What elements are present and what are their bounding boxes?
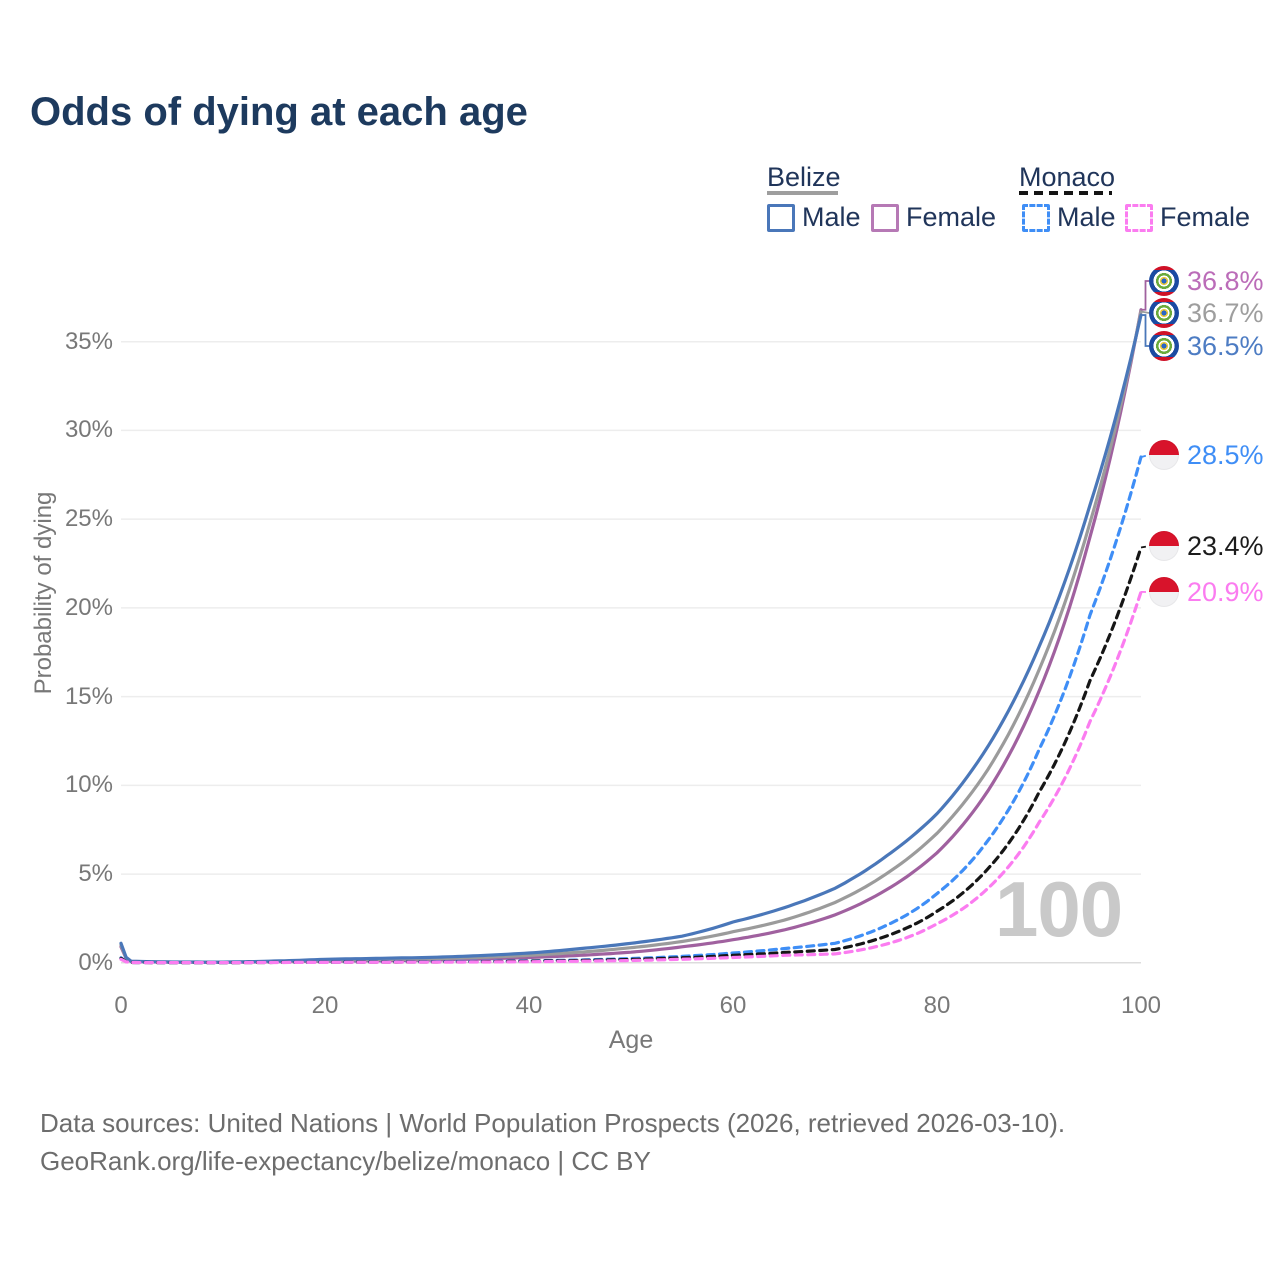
footer-attribution[interactable]: GeoRank.org/life-expectancy/belize/monac… (40, 1146, 651, 1176)
legend-item-monaco-male[interactable]: Male (1022, 202, 1116, 233)
legend-monaco-header[interactable]: Monaco (1019, 162, 1116, 192)
x-tick-20: 20 (311, 992, 339, 1019)
end-value-monaco-total: 23.4% (1187, 530, 1264, 561)
belize-male-swatch-icon (767, 203, 795, 232)
line-belize-total[interactable] (119, 309, 1143, 964)
end-value-belize-total: 36.7% (1187, 297, 1264, 328)
legend-belize-header[interactable]: Belize (767, 162, 841, 192)
belize-flag-icon (1149, 298, 1179, 328)
monaco-flag-icon (1149, 577, 1179, 607)
end-value-monaco-male: 28.5% (1187, 439, 1264, 470)
x-tick-80: 80 (923, 992, 951, 1019)
monaco-flag-icon (1149, 440, 1179, 470)
legend-label: Male (1057, 202, 1116, 232)
line-monaco-female[interactable] (119, 590, 1143, 965)
monaco-flag-icon (1149, 531, 1179, 561)
monaco-total-line-swatch (1019, 191, 1112, 195)
line-monaco-total[interactable] (119, 545, 1143, 965)
y-tick-20: 20% (64, 593, 113, 621)
y-tick-5: 5% (78, 860, 113, 888)
x-tick-100: 100 (1120, 992, 1162, 1019)
end-value-monaco-female: 20.9% (1187, 576, 1264, 607)
legend-item-monaco-female[interactable]: Female (1125, 202, 1250, 233)
age-ticker-watermark: 100 (995, 865, 1123, 953)
legend-item-belize-female[interactable]: Female (871, 202, 996, 233)
legend-label: Female (1160, 202, 1251, 232)
end-value-belize-female: 36.8% (1187, 265, 1264, 296)
x-tick-60: 60 (719, 992, 747, 1019)
end-label-monaco-total: 23.4% (1149, 530, 1264, 562)
leader-belize-female (1141, 280, 1149, 311)
y-tick-0: 0% (78, 948, 113, 976)
end-label-belize-male: 36.5% (1149, 330, 1264, 362)
belize-flag-icon (1149, 266, 1179, 296)
belize-female-swatch-icon (871, 203, 899, 232)
belize-total-line-swatch (767, 191, 838, 195)
line-belize-male[interactable] (119, 313, 1143, 964)
end-label-monaco-female: 20.9% (1149, 576, 1264, 608)
line-monaco-male[interactable] (119, 455, 1143, 965)
footer-data-sources: Data sources: United Nations | World Pop… (40, 1108, 1066, 1138)
y-tick-35: 35% (64, 327, 113, 355)
legend-label: Male (802, 202, 861, 232)
y-tick-25: 25% (64, 505, 113, 533)
belize-flag-icon (1149, 331, 1179, 361)
page-title: Odds of dying at each age (30, 90, 528, 134)
legend-item-belize-male[interactable]: Male (767, 202, 861, 233)
monaco-male-swatch-icon (1022, 203, 1050, 232)
y-tick-10: 10% (64, 771, 113, 799)
x-axis-title: Age (608, 1026, 654, 1054)
y-tick-30: 30% (64, 416, 113, 444)
legend-label: Female (906, 202, 997, 232)
end-value-belize-male: 36.5% (1187, 330, 1264, 361)
leader-monaco-total (1140, 545, 1150, 549)
end-label-monaco-male: 28.5% (1149, 439, 1264, 471)
leader-belize-male (1141, 314, 1149, 347)
line-belize-female[interactable] (119, 308, 1143, 964)
monaco-female-swatch-icon (1125, 203, 1153, 232)
x-tick-40: 40 (515, 992, 543, 1019)
x-tick-0: 0 (114, 992, 128, 1019)
leader-belize-total (1140, 310, 1150, 314)
leader-monaco-male (1140, 454, 1150, 458)
end-label-belize-total: 36.7% (1149, 297, 1264, 329)
end-label-belize-female: 36.8% (1149, 265, 1264, 297)
y-tick-15: 15% (64, 682, 113, 710)
